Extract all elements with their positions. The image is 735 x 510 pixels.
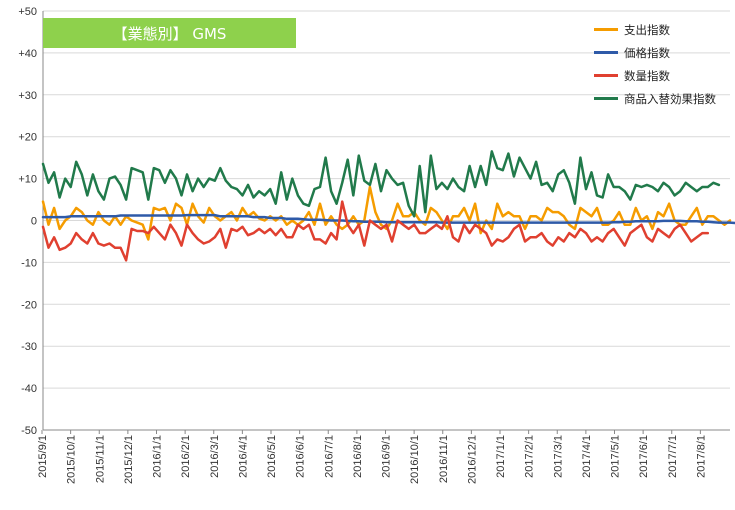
y-tick-label: +20 xyxy=(18,132,37,144)
legend-item-quantity: 数量指数 xyxy=(594,64,716,87)
x-tick-label: 2016/4/1 xyxy=(237,435,249,478)
y-tick-label: -50 xyxy=(21,425,37,437)
y-tick-label: +50 xyxy=(18,6,37,18)
x-tick-label: 2017/6/1 xyxy=(638,435,650,478)
x-tick-label: 2016/11/1 xyxy=(438,435,450,483)
x-tick-label: 2016/3/1 xyxy=(209,435,221,478)
y-tick-label: +30 xyxy=(18,90,37,102)
x-tick-label: 2016/10/1 xyxy=(409,435,421,484)
x-tick-label: 2015/9/1 xyxy=(37,435,49,478)
x-tick-label: 2015/12/1 xyxy=(123,435,135,484)
x-tick-label: 2016/9/1 xyxy=(381,435,393,478)
series-line-2 xyxy=(41,200,710,262)
x-tick-label: 2016/8/1 xyxy=(352,435,364,478)
y-tick-label: -40 xyxy=(21,383,37,395)
chart-title: 【業態別】 GMS xyxy=(43,18,296,48)
legend-swatch-price xyxy=(594,51,618,54)
x-tick-label: 2016/12/1 xyxy=(466,435,478,484)
legend-label-product-replacement: 商品入替効果指数 xyxy=(624,91,716,106)
legend-item-spending: 支出指数 xyxy=(594,18,716,41)
x-tick-labels: 2015/9/1 2015/10/1 2015/11/1 2015/12/1 2016/… xyxy=(37,435,707,484)
x-tick-label: 2016/1/1 xyxy=(152,435,164,478)
legend-item-product-replacement: 商品入替効果指数 xyxy=(594,87,716,110)
x-tick-label: 2016/6/1 xyxy=(295,435,307,478)
legend-swatch-quantity xyxy=(594,74,618,77)
legend-label-quantity: 数量指数 xyxy=(624,68,670,83)
x-tick-label: 2016/5/1 xyxy=(266,435,278,478)
x-tick-label: 2017/8/1 xyxy=(695,435,707,478)
y-tick-label: +10 xyxy=(18,174,37,186)
legend-label-price: 価格指数 xyxy=(624,45,670,60)
legend-item-price: 価格指数 xyxy=(594,41,716,64)
y-tick-label: +40 xyxy=(18,48,37,60)
x-tick-label: 2016/2/1 xyxy=(180,435,192,478)
x-tick-label: 2017/7/1 xyxy=(667,435,679,478)
series-line-3 xyxy=(41,150,721,218)
y-tick-label: -20 xyxy=(21,299,37,311)
x-tick-label: 2017/3/1 xyxy=(552,435,564,478)
y-tick-label: -30 xyxy=(21,341,37,353)
legend-swatch-product-replacement xyxy=(594,97,618,100)
x-tick-label: 2015/10/1 xyxy=(66,435,78,484)
x-tick-label: 2017/2/1 xyxy=(524,435,536,478)
series-line-0 xyxy=(41,185,732,241)
legend: 支出指数 価格指数 数量指数 商品入替効果指数 xyxy=(594,18,716,110)
series-line-1 xyxy=(41,213,735,225)
x-tick-label: 2017/4/1 xyxy=(581,435,593,478)
x-tick-label: 2015/11/1 xyxy=(94,435,106,483)
x-tick-label: 2017/5/1 xyxy=(610,435,622,478)
y-tick-label: -10 xyxy=(21,257,37,269)
y-tick-label: 0 xyxy=(31,216,37,228)
axes xyxy=(41,11,730,434)
y-tick-labels: +50 +40 +30 +20 +10 0 -10 -20 -30 -40 -50 xyxy=(18,6,37,437)
x-tick-label: 2017/1/1 xyxy=(495,435,507,478)
series-lines xyxy=(41,150,735,262)
legend-swatch-spending xyxy=(594,28,618,31)
x-tick-label: 2016/7/1 xyxy=(323,435,335,478)
legend-label-spending: 支出指数 xyxy=(624,22,670,37)
